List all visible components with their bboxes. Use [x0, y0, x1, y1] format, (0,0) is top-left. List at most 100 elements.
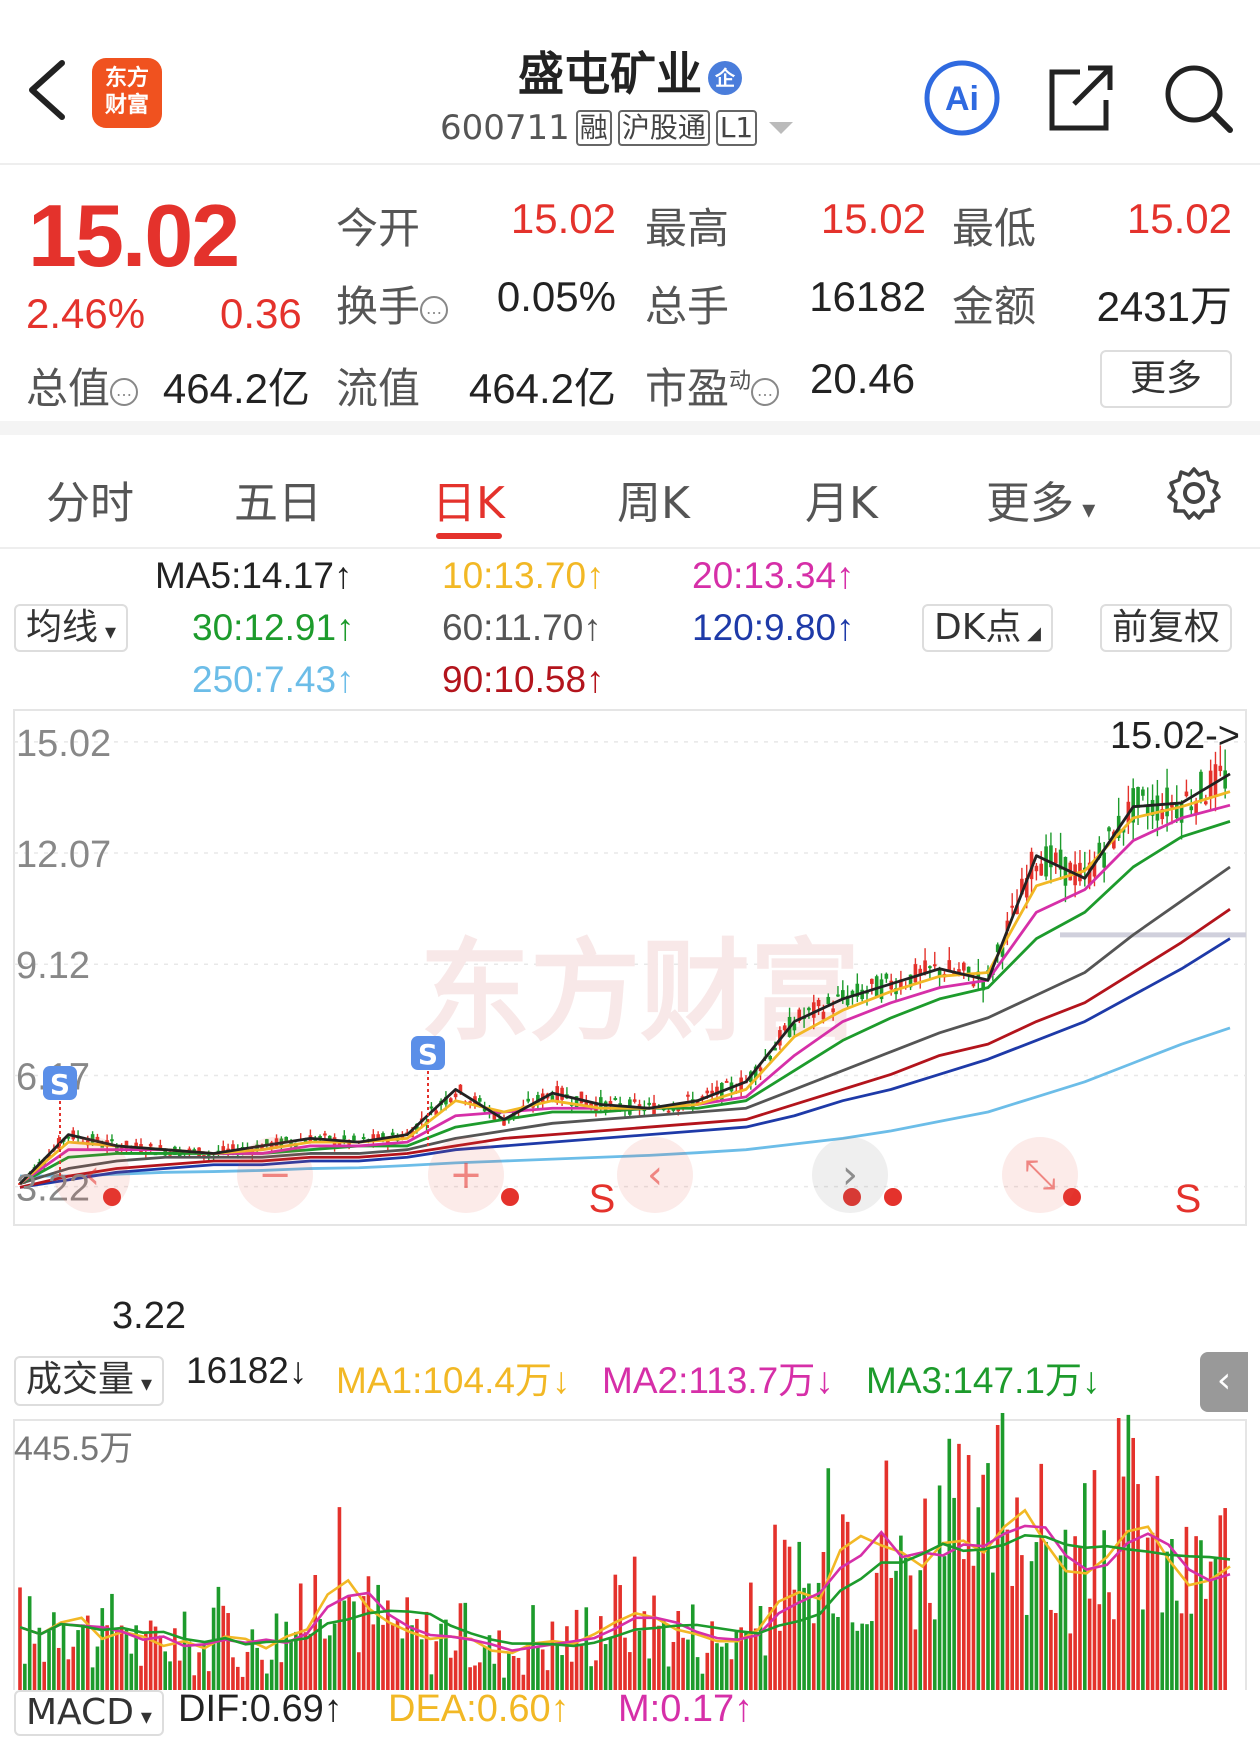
tab-weekly-k[interactable]: 周K [617, 478, 690, 529]
change-percent: 2.46% [26, 290, 146, 337]
candle-body [1223, 770, 1227, 789]
candle-body [66, 1136, 71, 1139]
chart-controls[interactable]: ‹ − + ‹ › ⤡ [54, 1137, 1078, 1213]
candle-body [1184, 791, 1189, 797]
volume-bar [782, 1539, 787, 1690]
volume-bar [676, 1611, 681, 1690]
dk-point-button[interactable]: DK点 ◢ [922, 604, 1053, 652]
volume-bar [376, 1584, 380, 1690]
volume-bar [260, 1659, 264, 1690]
volume-bar [105, 1625, 109, 1690]
forward-adjust-button[interactable]: 前复权 [1100, 604, 1233, 652]
volume-bar [1204, 1598, 1208, 1690]
enterprise-badge: 企 [708, 60, 742, 95]
volume-bar [884, 1460, 889, 1690]
volume-bar [802, 1587, 806, 1690]
dropdown-icon[interactable] [769, 122, 794, 134]
signal-markers: S S S S [43, 1036, 1201, 1221]
volume-bar [937, 1485, 942, 1690]
volume-bar [18, 1587, 22, 1690]
macd-indicator-selector[interactable]: MACD ▾ [14, 1690, 164, 1736]
volume-indicator-selector[interactable]: 成交量 ▾ [14, 1356, 165, 1406]
candle-body [289, 1141, 293, 1145]
volume-bar [923, 1498, 927, 1690]
volume-bar [666, 1666, 671, 1690]
info-icon[interactable]: … [110, 377, 139, 406]
volume-bar [294, 1631, 298, 1690]
volume-bar [836, 1616, 840, 1690]
volume-bar [482, 1646, 487, 1690]
volume-bar [1078, 1546, 1082, 1690]
ma-selector-button[interactable]: 均线 ▾ [14, 604, 129, 652]
candle-body [1204, 801, 1208, 805]
more-quote-button[interactable]: 更多 [1100, 350, 1232, 408]
volume-bar [478, 1662, 482, 1690]
volume-bar [337, 1507, 342, 1690]
candle-body [913, 964, 918, 983]
volume-bar [966, 1455, 971, 1690]
candle-body [265, 1139, 269, 1145]
eastmoney-logo[interactable]: 东方 财富 [92, 58, 162, 128]
volume-bar [1136, 1484, 1140, 1690]
volume-bar [1015, 1497, 1019, 1690]
candle-body [797, 1009, 802, 1021]
volume-bar [1005, 1529, 1010, 1690]
macd-m: M:0.17↑ [618, 1688, 754, 1730]
candle-body [110, 1139, 114, 1142]
volume-bar [637, 1630, 642, 1690]
ai-assistant-icon[interactable]: Ai [922, 58, 1002, 138]
info-icon[interactable]: … [420, 295, 449, 324]
volume-bar [918, 1570, 923, 1690]
scroll-left-bg [54, 1137, 130, 1213]
candle-body [908, 974, 913, 988]
volume-bar [487, 1635, 492, 1690]
volume-bar [1218, 1515, 1223, 1690]
margin-tag: 融 [575, 110, 612, 146]
volume-bar [284, 1621, 288, 1690]
volume-bar [536, 1646, 540, 1690]
share-icon[interactable] [1040, 58, 1120, 138]
tab-intraday[interactable]: 分时 [46, 478, 134, 529]
candle-body [502, 1120, 506, 1126]
candle-body [995, 944, 1000, 953]
search-icon[interactable] [1158, 58, 1238, 138]
volume-bar [1020, 1555, 1024, 1690]
float-cap-label: 流值 [336, 364, 421, 413]
candle-body [579, 1091, 584, 1104]
volume-value: 16182 [809, 273, 926, 320]
pe-label-text: 市盈 [645, 364, 730, 413]
tab-daily-k[interactable]: 日K [432, 478, 505, 529]
volume-bar [163, 1651, 167, 1690]
candle-body [1179, 803, 1184, 823]
volume-top-tick: 445.5万 [14, 1430, 133, 1468]
back-arrow-icon[interactable] [22, 55, 72, 125]
price-grid [13, 709, 1247, 1226]
candle-body [492, 1113, 497, 1120]
candle-body [448, 1098, 453, 1103]
amount-label: 金额 [952, 282, 1037, 331]
volume-bar [797, 1541, 802, 1690]
volume-bar [47, 1630, 51, 1690]
tab-monthly-k[interactable]: 月K [805, 478, 878, 529]
candle-body [773, 1047, 777, 1051]
settings-gear-icon[interactable] [1166, 465, 1222, 521]
open-value: 15.02 [510, 195, 616, 242]
volume-selector-label: 成交量 [26, 1359, 135, 1400]
candle-body [1121, 828, 1126, 833]
volume-bar [390, 1625, 395, 1690]
volume-bar [274, 1613, 279, 1690]
ai-label: Ai [945, 80, 979, 118]
volume-bar [845, 1521, 850, 1690]
info-icon[interactable]: … [751, 377, 780, 406]
volume-bar [202, 1645, 206, 1690]
volume-bar [850, 1622, 855, 1690]
volume-bar [32, 1643, 37, 1690]
tab-five-day[interactable]: 五日 [234, 478, 322, 529]
step-right-bg [812, 1137, 888, 1213]
tab-more[interactable]: 更多 ▾ [986, 478, 1096, 529]
volume-bar [841, 1514, 845, 1690]
volume-bar [811, 1623, 816, 1690]
collapse-side-button[interactable]: ‹ [1200, 1352, 1248, 1412]
stock-subline[interactable]: 600711 融 沪股通 L1 [440, 108, 794, 148]
